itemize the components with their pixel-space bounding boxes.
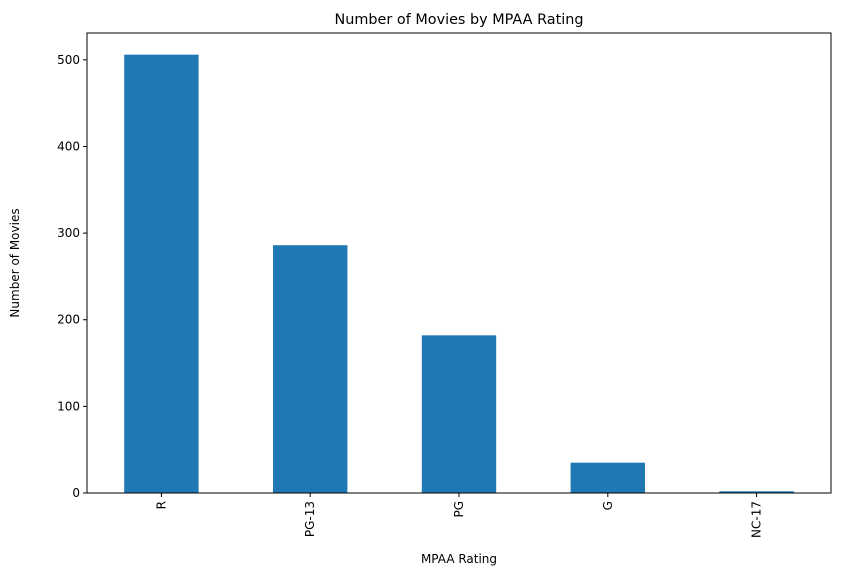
y-axis: 0 100 200 300 400 500 <box>57 53 87 500</box>
y-tick-label-200: 200 <box>57 313 80 327</box>
y-axis-label: Number of Movies <box>8 208 22 317</box>
y-tick-label-400: 400 <box>57 139 80 153</box>
x-tick-label-nc-17: NC-17 <box>750 501 764 538</box>
bar-r <box>124 54 199 493</box>
bar-pg-13 <box>273 245 348 493</box>
bar-nc-17 <box>719 491 794 493</box>
bar-g <box>570 462 645 493</box>
x-axis-label: MPAA Rating <box>421 552 497 566</box>
chart-title: Number of Movies by MPAA Rating <box>335 12 584 28</box>
y-tick-label-0: 0 <box>72 486 80 500</box>
x-tick-label-pg: PG <box>452 501 466 518</box>
y-tick-label-300: 300 <box>57 226 80 240</box>
x-axis: R PG-13 PG G NC-17 <box>154 493 764 538</box>
x-tick-label-pg-13: PG-13 <box>303 501 317 537</box>
plot-frame <box>86 32 832 494</box>
y-tick-label-500: 500 <box>57 53 80 67</box>
bars-group <box>124 54 794 493</box>
x-tick-label-r: R <box>154 501 168 509</box>
y-tick-label-100: 100 <box>57 399 80 413</box>
bar-pg <box>421 335 497 493</box>
x-tick-label-g: G <box>601 501 615 510</box>
